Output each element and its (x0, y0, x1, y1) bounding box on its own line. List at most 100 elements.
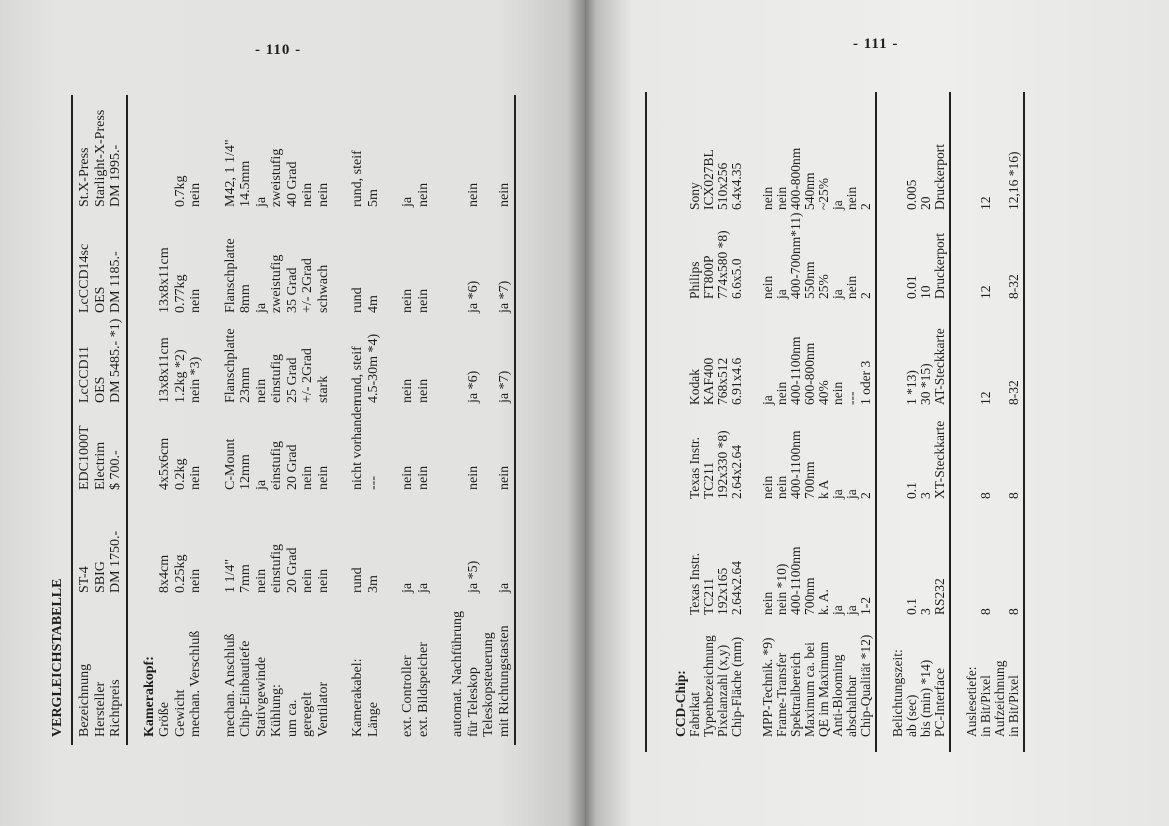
table-row: um ca. 20 Grad 20 Grad 25 Grad 35 Grad 40 Gra… (285, 95, 301, 745)
table-cell: nein (465, 182, 481, 207)
table-cell: 12mm (238, 454, 253, 490)
row-label: Bezeichnung (77, 663, 92, 737)
table-cell: 1-2 (858, 597, 873, 615)
table-cell: 8-32 (1006, 274, 1021, 299)
table-cell: 8x4cm (157, 554, 172, 593)
table-cell: nein (315, 568, 331, 593)
table-cell: nein (415, 378, 431, 403)
table-cell: Texas Instr. (687, 552, 702, 615)
table-cell: Flanschplatte (222, 238, 238, 313)
table-cell: 6.4x4.35 (729, 162, 744, 210)
row-label: automat. Nachführung (450, 611, 465, 737)
table-cell: rund (350, 287, 365, 313)
table-cell: ja (415, 582, 431, 593)
table-cell: DM 5485.- *1) (108, 318, 123, 403)
table-cell: TC211 (701, 578, 716, 615)
table-cell: St.X-Press (77, 147, 92, 207)
table-cell: 192x330 *8) (715, 430, 730, 499)
table-cell: 40% (816, 380, 831, 405)
row-label: mechan. Anschluß (222, 633, 238, 737)
table-cell: 30 *15) (918, 363, 933, 405)
table-cell: DM 1185.- (108, 251, 123, 313)
table-cell: 400-800nm (788, 147, 803, 210)
table-cell: nein (844, 186, 859, 210)
row-label: Typenbezeichnung (701, 635, 716, 737)
table-rule (949, 92, 951, 752)
table-cell: 25% (816, 274, 831, 299)
table-cell: 12 (978, 285, 993, 300)
table-row: Ventilator nein nein stark schwach nein (316, 95, 332, 745)
table-cell: 0.25kg (172, 554, 188, 594)
page-number: - 110 - (255, 42, 302, 58)
table-group: automat. Nachführung für Teleskop ja *5) ne… (450, 95, 512, 745)
table-cell: 7mm (238, 564, 253, 593)
row-label: Größe (157, 702, 172, 737)
table-cell: nein (774, 475, 789, 499)
comparison-table-cameras: VERGLEICHSTABELLE Bezeichnung ST-4 EDC1000… (45, 95, 516, 745)
table-row: mechan. Verschluß nein nein nein *3) nein nei… (188, 95, 204, 745)
table-cell: nein (496, 182, 512, 207)
table-cell: 2 (858, 203, 873, 210)
table-row: ext. Bildspeicher ja nein nein nein nein (416, 95, 432, 745)
table-cell: nein *10) (774, 563, 789, 615)
row-label: Pixelanzahl (x,y) (715, 644, 730, 737)
table-cell: --- (365, 476, 381, 490)
table-cell: ja (253, 302, 269, 313)
row-label: Belichtungszeit: (890, 649, 905, 737)
table-cell: nein (760, 275, 775, 299)
right-page: - 111 - (585, 0, 1169, 826)
table-cell: 6.6x5.0 (729, 258, 744, 300)
table-cell: nein (400, 378, 415, 403)
table-cell: Druckerport (932, 233, 947, 299)
table-cell: 2.64x2.64 (729, 561, 744, 615)
table-cell: 23mm (238, 367, 253, 403)
table-cell: 0.01 (904, 275, 919, 299)
row-label: Auslesetiefe: (964, 666, 979, 737)
table-cell: schwach (315, 264, 331, 313)
table-rule (875, 92, 877, 752)
table-cell: FT800P (701, 255, 716, 299)
table-cell: 3 (918, 608, 933, 615)
table-cell: LcCCD14sc (77, 243, 92, 313)
table-group: MPP-Technik. *9) nein nein ja nein nein Frame-… (760, 92, 873, 752)
table-cell: ja (253, 196, 269, 207)
table-cell: 3m (365, 575, 381, 593)
table-row: automat. Nachführung (450, 95, 466, 745)
table-row: Chip-Einbautiefe 7mm 12mm 23mm 8mm 14.5mm (238, 95, 254, 745)
table-cell: ja (496, 582, 512, 593)
table-row: Chip-Qualität *12) 1-2 2 1 oder 3 2 2 (858, 92, 873, 752)
row-label: Hersteller (92, 681, 108, 737)
table-cell: --- (844, 391, 859, 406)
table-row: Typenbezeichnung TC211 TC211 KAF400 FT800P IC… (701, 92, 716, 752)
table-cell: nein (400, 465, 415, 490)
table-row: ab (sec) 0.1 0.1 1 *13) 0.01 0.005 (904, 92, 919, 752)
table-cell: nein (253, 568, 269, 593)
row-label: Gewicht (172, 689, 188, 737)
table-rule (71, 95, 73, 745)
table-cell: RS232 (932, 578, 947, 615)
row-label: Chip-Fläche (mm) (729, 636, 744, 737)
row-label: geregelt (300, 691, 315, 737)
table-cell: ja (830, 200, 845, 210)
table-cell: TC211 (701, 462, 716, 499)
table-cell: 4.5-30m *4) (365, 333, 381, 403)
row-label: ext. Bildspeicher (415, 642, 431, 737)
table-cell: 2 (858, 292, 873, 299)
table-row: Chip-Fläche (mm) 2.64x2.64 2.64x2.64 6.91x4… (729, 92, 744, 752)
row-label: Spektralbereich (788, 652, 803, 737)
table-cell: ja *7) (496, 280, 512, 313)
row-label: Kühlung: (269, 684, 284, 737)
table-row: Kühlung: einstufig einstufig einstufig zweis… (269, 95, 285, 745)
table-cell: Philips (687, 261, 702, 299)
table-row: Belichtungszeit: (890, 92, 905, 752)
table-cell: 550nm (802, 261, 817, 299)
table-title: VERGLEICHSTABELLE (50, 578, 65, 737)
table-body: Bezeichnung ST-4 EDC1000T LcCCD11 LcCCD14sc S… (77, 95, 516, 745)
table-cell: ja *7) (496, 370, 512, 403)
table-cell: KAF400 (701, 357, 716, 405)
table-group: CCD-Chip: Fabrikat Texas Instr. Texas Instr… (673, 92, 744, 752)
table-cell: nein (300, 182, 315, 207)
table-row: PC-Interface RS232 XT-Steckkarte AT-Steckka… (932, 92, 947, 752)
table-row: Maximum ca. bei 700nm 700nm 600-800nm 550nm 5… (802, 92, 817, 752)
table-cell: ja (830, 489, 845, 499)
